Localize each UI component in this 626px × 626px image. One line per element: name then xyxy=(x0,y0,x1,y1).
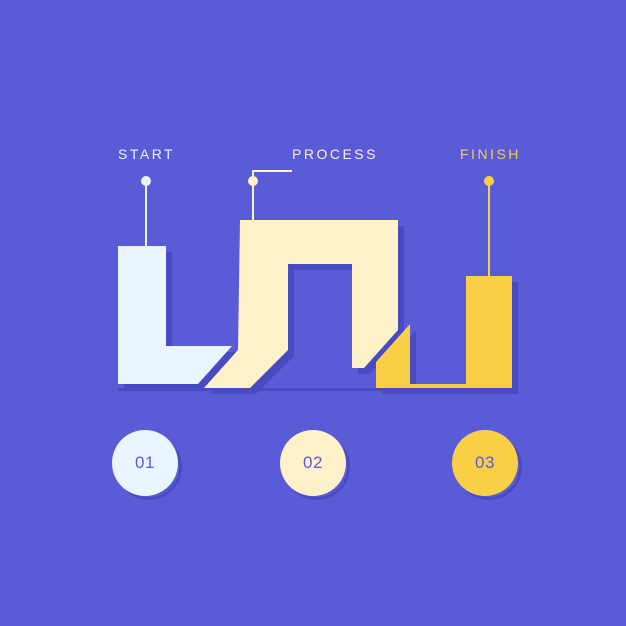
step-circle-3: 03 xyxy=(452,430,518,496)
infographic-canvas: START PROCESS FINISH 01 02 03 xyxy=(0,0,626,626)
step-circle-1: 01 xyxy=(112,430,178,496)
step-number-1: 01 xyxy=(135,453,155,473)
step-number-2: 02 xyxy=(303,453,323,473)
path-shapes xyxy=(0,0,626,626)
step-number-3: 03 xyxy=(475,453,495,473)
baseline-stroke xyxy=(118,388,512,391)
step-circle-2: 02 xyxy=(280,430,346,496)
